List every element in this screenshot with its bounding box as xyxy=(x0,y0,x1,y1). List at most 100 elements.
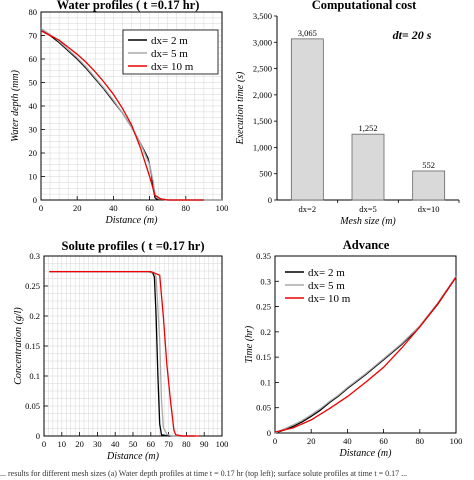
advance-chart: 0 20 40 60 80 100 0 0.05 0.1 0.15 0.2 0.25 0.3 0.35 Di… xyxy=(244,251,462,459)
cost-bar xyxy=(290,38,324,201)
x-tick-label: 40 xyxy=(343,436,352,446)
y-tick-label: 2,500 xyxy=(253,64,272,74)
solute-series-line-2 xyxy=(49,270,196,437)
x-tick-label: 50 xyxy=(129,439,138,449)
y-tick-label: 0.3 xyxy=(29,251,40,261)
water-y-axis-label: Water depth (mm) xyxy=(10,69,21,142)
legend-label: dx= 10 m xyxy=(308,293,351,305)
y-tick-label: 3,500 xyxy=(253,11,272,21)
legend-label: dx= 5 m xyxy=(308,280,345,292)
y-tick-label: 0.3 xyxy=(260,276,271,286)
cost-bar-value-label: 3,065 xyxy=(298,28,317,38)
x-tick-label: 100 xyxy=(216,203,229,213)
solute-series-line-3 xyxy=(49,270,199,437)
solute-y-axis-label: Concentration (g/l) xyxy=(13,307,24,385)
y-tick-label: 0.15 xyxy=(25,341,40,351)
cost-chart: 0 500 1,000 1,500 2,000 2,500 3,000 3,500 3,065 d… xyxy=(235,11,460,227)
y-tick-label: 0.15 xyxy=(256,352,271,362)
x-tick-label: 100 xyxy=(450,436,463,446)
advance-x-axis-label: Distance (m) xyxy=(339,448,393,459)
cost-x-axis-label: Mesh size (m) xyxy=(339,216,396,227)
x-tick-label: dx=2 xyxy=(299,204,317,214)
solute-series-line-1 xyxy=(49,270,196,437)
y-tick-label: 2,000 xyxy=(253,90,272,100)
y-tick-label: 0.05 xyxy=(25,401,40,411)
x-tick-label: 90 xyxy=(200,439,209,449)
solute-chart-title: Solute profiles ( t =0.17 hr) xyxy=(62,239,205,253)
y-tick-label: 0.25 xyxy=(256,302,271,312)
x-tick-label: 60 xyxy=(145,203,154,213)
y-tick-label: 70 xyxy=(29,31,38,41)
cost-bar-value-label: 1,252 xyxy=(358,123,377,133)
y-tick-label: 3,000 xyxy=(253,37,272,47)
y-tick-label: 30 xyxy=(29,125,38,135)
water-legend: dx= 2 mdx= 5 mdx= 10 m xyxy=(122,29,219,75)
advance-series-line-2 xyxy=(274,275,457,434)
advance-chart-title: Advance xyxy=(343,238,390,252)
x-tick-label: dx=5 xyxy=(359,204,377,214)
x-tick-label: 30 xyxy=(93,439,102,449)
legend-label: dx= 2 m xyxy=(151,35,188,47)
water-chart-title: Water profiles ( t =0.17 hr) xyxy=(57,0,200,12)
y-tick-label: 0 xyxy=(33,195,37,205)
solute-x-axis-label: Distance (m) xyxy=(106,451,160,462)
x-tick-label: 10 xyxy=(58,439,67,449)
x-tick-label: 70 xyxy=(164,439,173,449)
water-series-line-2 xyxy=(40,27,222,201)
x-tick-label: 0 xyxy=(42,439,46,449)
advance-series-line-3 xyxy=(274,276,457,433)
x-tick-label: 100 xyxy=(216,439,229,449)
cost-bar-value-label: 552 xyxy=(422,160,435,170)
y-tick-label: 500 xyxy=(259,169,272,179)
advance-legend: dx= 2 mdx= 5 mdx= 10 m xyxy=(285,267,351,305)
y-tick-label: 1,500 xyxy=(253,116,272,126)
y-tick-label: 1,000 xyxy=(253,142,272,152)
figure-canvas: Water profiles ( t =0.17 hr)0 20 40 60 80 100… xyxy=(10,0,462,462)
y-tick-label: 0.2 xyxy=(29,311,40,321)
cost-annotation: dt= 20 s xyxy=(393,28,432,42)
cost-y-axis-label: Execution time (s) xyxy=(235,71,246,145)
x-tick-label: 80 xyxy=(416,436,425,446)
legend-label: dx= 2 m xyxy=(308,267,345,279)
y-tick-label: 0.1 xyxy=(260,377,271,387)
x-tick-label: 0 xyxy=(273,436,277,446)
water-series-line-3 xyxy=(40,30,204,201)
solute-grid xyxy=(43,255,223,437)
cost-bar xyxy=(412,170,446,201)
x-tick-label: 40 xyxy=(111,439,120,449)
y-tick-label: 0.05 xyxy=(256,403,271,413)
legend-label: dx= 10 m xyxy=(151,61,194,73)
x-tick-label: 0 xyxy=(39,203,43,213)
water-x-axis-label: Distance (m) xyxy=(105,215,159,226)
x-tick-label: 40 xyxy=(109,203,118,213)
advance-plot-frame xyxy=(274,255,457,434)
legend-label: dx= 5 m xyxy=(151,48,188,60)
y-tick-label: 50 xyxy=(29,78,38,88)
x-tick-label: 60 xyxy=(147,439,156,449)
y-tick-label: 80 xyxy=(29,7,38,17)
advance-series-line-1 xyxy=(274,276,457,434)
y-tick-label: 60 xyxy=(29,54,38,64)
y-tick-label: 20 xyxy=(29,148,38,158)
y-tick-label: 0 xyxy=(36,431,40,441)
x-tick-label: 20 xyxy=(73,203,82,213)
y-tick-label: 0.1 xyxy=(29,371,40,381)
y-tick-label: 40 xyxy=(29,101,38,111)
y-tick-label: 0.35 xyxy=(256,251,271,261)
x-tick-label: 80 xyxy=(182,203,191,213)
figure-caption: ... results for different mesh sizes (a)… xyxy=(0,469,408,478)
cost-bar xyxy=(351,133,385,201)
y-tick-label: 0.2 xyxy=(260,327,271,337)
advance-y-axis-label: Time (hr) xyxy=(244,325,255,363)
x-tick-label: dx=10 xyxy=(418,204,440,214)
y-tick-label: 10 xyxy=(29,172,38,182)
y-tick-label: 0 xyxy=(268,195,272,205)
solute-chart: 0 10 20 30 40 50 60 70 80 90 100 0 0.05 0.1 0.15 0.2 0.2… xyxy=(13,251,228,462)
cost-chart-title: Computational cost xyxy=(312,0,417,12)
x-tick-label: 20 xyxy=(307,436,316,446)
x-tick-label: 20 xyxy=(75,439,84,449)
x-tick-label: 80 xyxy=(182,439,191,449)
y-tick-label: 0.25 xyxy=(25,281,40,291)
y-tick-label: 0 xyxy=(267,428,271,438)
x-tick-label: 60 xyxy=(379,436,388,446)
